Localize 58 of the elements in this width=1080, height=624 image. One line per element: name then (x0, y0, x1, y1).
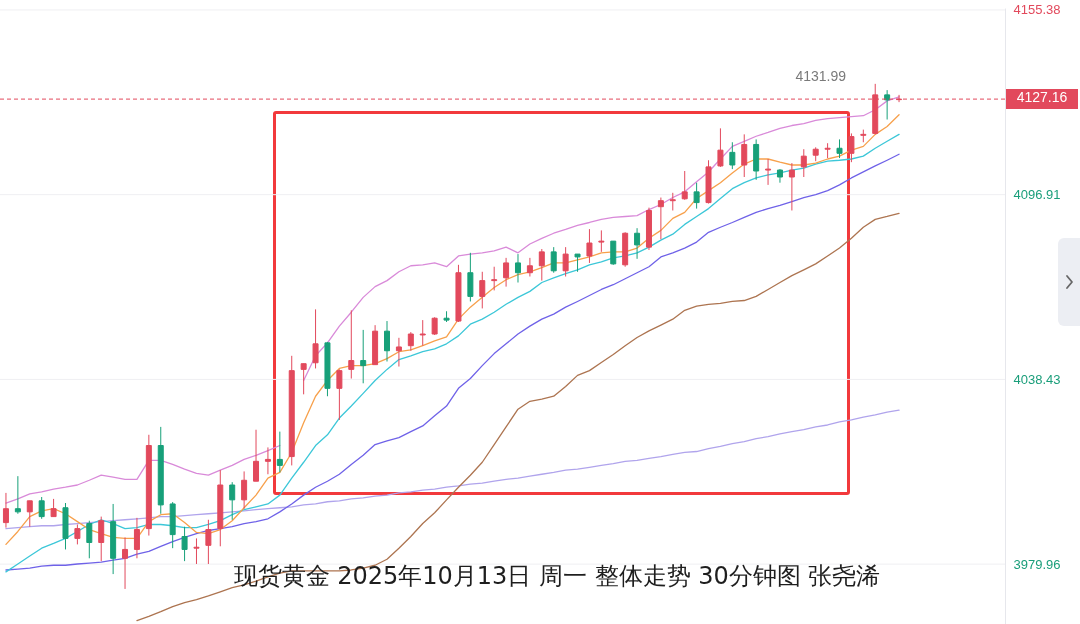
candlestick (384, 320, 391, 362)
candlestick (14, 475, 21, 515)
candlestick (681, 170, 688, 201)
ref-line-label: 4127.16 (1006, 89, 1078, 110)
candlestick (205, 519, 212, 565)
candlestick (264, 446, 271, 475)
candlestick (229, 481, 236, 521)
candlestick (26, 500, 33, 528)
candlestick (74, 523, 81, 545)
candlestick (491, 266, 498, 291)
candlestick (538, 248, 545, 282)
candlestick (610, 240, 617, 266)
candlestick (181, 526, 188, 562)
candlestick (657, 197, 664, 240)
candlestick (586, 228, 593, 264)
annotation: 4131.99 (795, 68, 847, 84)
candlestick (836, 138, 843, 159)
candlestick (562, 246, 569, 278)
candlestick (407, 331, 414, 352)
candlestick (467, 252, 474, 302)
candlestick (788, 162, 795, 211)
candlestick (526, 257, 533, 278)
candlestick (598, 229, 605, 253)
candlestick (741, 133, 748, 178)
y-tick-label: 4155.38 (1013, 2, 1061, 18)
candlestick (2, 492, 9, 529)
candlestick (395, 337, 402, 368)
candlestick (300, 363, 307, 395)
candlestick (729, 141, 736, 170)
candlestick (276, 431, 283, 473)
candlestick (503, 257, 510, 288)
candlestick (693, 182, 700, 210)
candlestick (479, 271, 486, 309)
y-tick-label: 4096.91 (1013, 187, 1061, 203)
candlestick (348, 309, 355, 380)
candlestick (98, 516, 105, 562)
y-tick-label: 3979.96 (1013, 556, 1061, 572)
candlestick (241, 470, 248, 510)
candlestick (514, 253, 521, 284)
candlestick (38, 496, 45, 520)
candlestick (765, 158, 772, 186)
candlestick (253, 429, 260, 482)
candlestick (336, 368, 343, 421)
candlestick (419, 319, 426, 347)
candlestick (360, 329, 367, 384)
candlestick (122, 536, 129, 590)
candlestick (848, 132, 855, 163)
candlestick (312, 308, 319, 369)
candlestick (133, 517, 140, 559)
line-series (136, 212, 900, 622)
candlestick (800, 148, 807, 178)
y-tick-label: 4038.43 (1013, 371, 1061, 387)
candlestick (884, 89, 891, 121)
candlestick (634, 227, 641, 260)
candlestick (193, 537, 200, 565)
candlestick (550, 246, 557, 274)
candlestick (717, 127, 724, 168)
candlestick (86, 520, 93, 559)
